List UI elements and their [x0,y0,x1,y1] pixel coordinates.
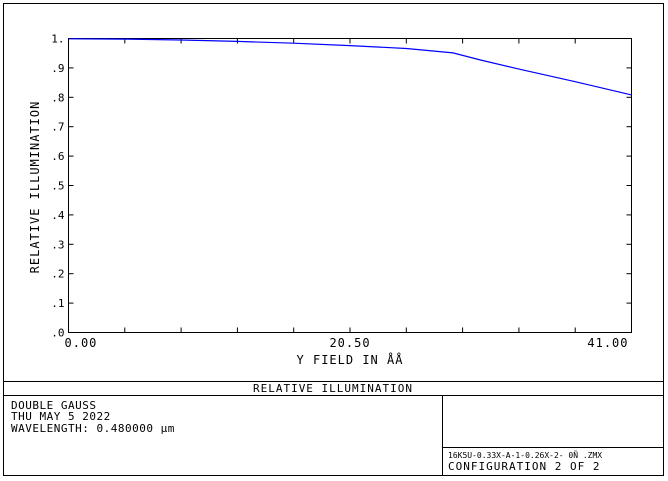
y-tick-label: .9 [51,62,64,75]
file-name: 16K5U-0.33X-A-1-0.26X-2- 0Ñ .ZMX [448,450,602,460]
x-tick-labels: 0.00 20.50 41.00 [65,336,628,350]
configuration-text: CONFIGURATION 2 OF 2 [448,460,600,473]
lens-title: DOUBLE GAUSS [11,399,96,412]
chart-title: RELATIVE ILLUMINATION [253,382,413,395]
plot-area [68,38,632,333]
y-tick-label: .7 [51,121,64,134]
outer-border [3,3,664,476]
axis-ticks [68,38,632,333]
y-axis-label: RELATIVE ILLUMINATION [28,101,42,274]
y-tick-label: .2 [51,268,64,281]
date-text: THU MAY 5 2022 [11,410,111,423]
y-tick-label: .6 [51,150,64,163]
y-tick-label: 1. [51,33,64,46]
y-tick-label: .8 [51,91,64,104]
illumination-line [68,38,632,96]
y-tick-labels: .0 .1 .2 .3 .4 .5 .6 .7 .8 .9 1. [51,33,65,340]
y-tick-label: .3 [51,238,64,251]
wavelength-text: WAVELENGTH: 0.480000 µm [11,422,175,435]
y-tick-label: .5 [51,180,64,193]
y-tick-label: .4 [51,209,65,222]
x-tick-label: 41.00 [587,336,628,350]
x-tick-label: 20.50 [329,336,370,350]
x-axis-label: Y FIELD IN ÅÅ [297,352,404,367]
x-tick-label: 0.00 [65,336,98,350]
y-tick-label: .1 [51,297,64,310]
y-tick-label: .0 [51,327,64,340]
